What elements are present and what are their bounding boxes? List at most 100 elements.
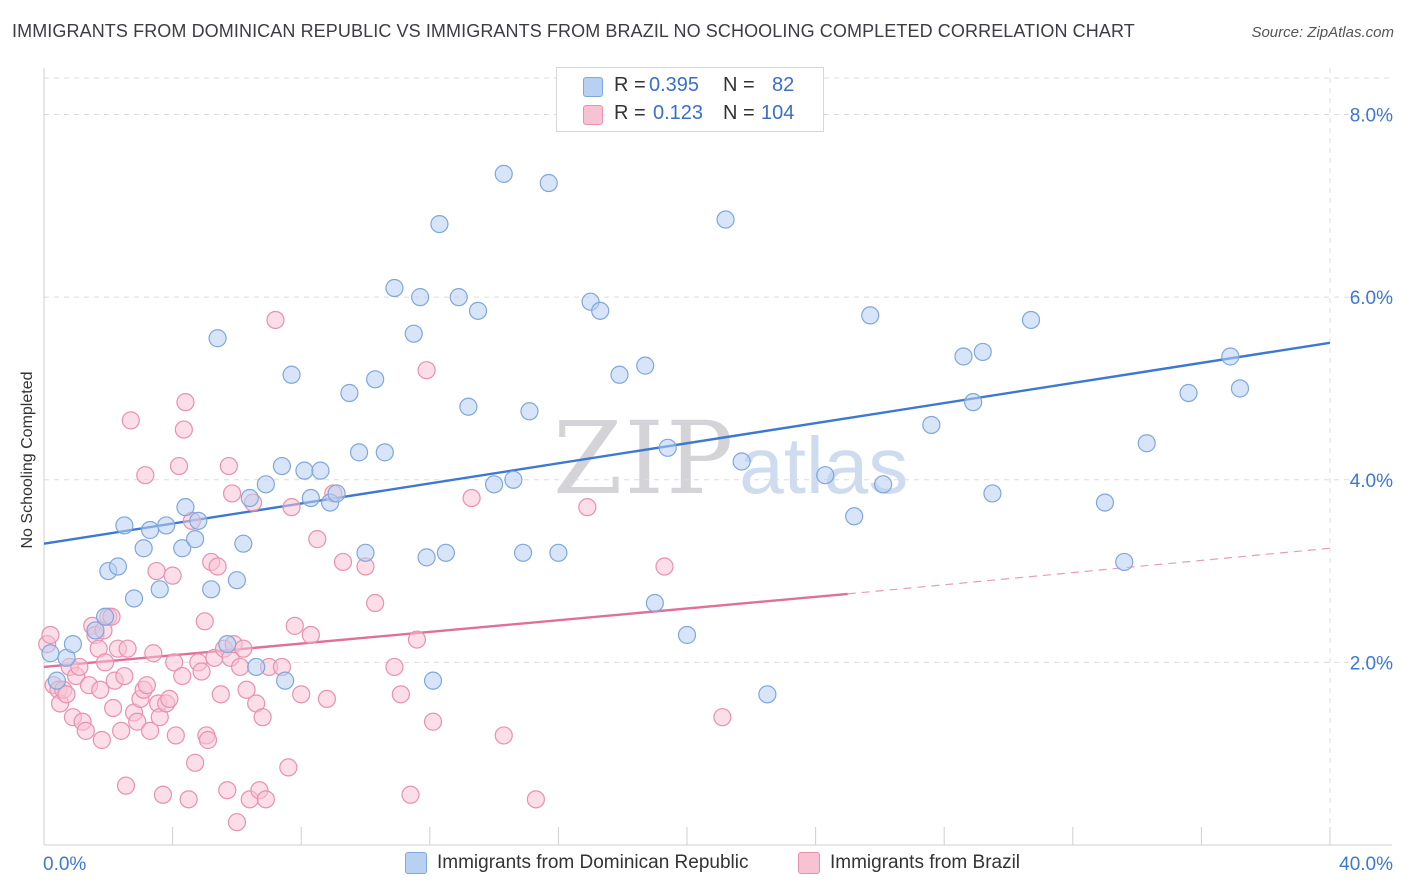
data-point-dominican [366, 370, 385, 389]
legend-n-label: N = [723, 102, 755, 124]
data-point-brazil [186, 753, 205, 772]
data-point-brazil [115, 666, 134, 686]
data-point-brazil [578, 498, 597, 517]
data-point-dominican [189, 511, 208, 530]
data-point-brazil [91, 680, 110, 699]
data-point-dominican [417, 548, 436, 567]
data-point-brazil [285, 616, 304, 635]
data-point-dominican [247, 657, 266, 677]
data-point-dominican [186, 530, 205, 549]
bottom-legend-swatch-brazil [798, 852, 820, 874]
data-point-brazil [41, 625, 60, 645]
data-point-brazil [153, 785, 173, 804]
data-point-brazil [366, 593, 385, 613]
data-point-dominican [227, 571, 246, 590]
trendline-dominican [43, 341, 1331, 545]
legend-swatch-brazil [583, 105, 603, 125]
data-point-dominican [282, 365, 301, 384]
data-point-dominican [1115, 552, 1134, 572]
data-point-dominican [176, 498, 195, 517]
data-point-brazil [256, 790, 275, 809]
data-point-dominican [276, 671, 295, 690]
legend-n-value: 82 [772, 74, 795, 96]
data-point-dominican [1021, 310, 1041, 330]
data-point-dominican [375, 443, 394, 462]
trendline-brazil [43, 592, 848, 669]
chart-title: IMMIGRANTS FROM DOMINICAN REPUBLIC VS IM… [12, 21, 1135, 41]
legend-n-label: N = [723, 74, 755, 96]
data-point-dominican [677, 625, 697, 645]
data-point-brazil [655, 557, 674, 576]
data-point-brazil [237, 680, 256, 699]
data-point-brazil [140, 721, 160, 740]
data-point-dominican [41, 644, 60, 663]
data-point-dominican [610, 365, 629, 384]
trendline-brazil-extension [847, 547, 1331, 595]
legend-r-label: R = [614, 74, 646, 96]
data-point-dominican [340, 383, 359, 403]
data-point-dominican [86, 621, 105, 640]
data-point-dominican [494, 164, 513, 183]
data-point-dominican [504, 470, 523, 489]
legend-r-label: R = [614, 102, 646, 124]
x-tick-label: 0.0% [43, 854, 86, 875]
data-point-dominican [63, 635, 83, 654]
data-point-brazil [219, 456, 238, 476]
data-point-brazil [231, 657, 250, 677]
data-point-dominican [234, 534, 253, 553]
data-point-brazil [494, 726, 513, 745]
data-point-brazil [407, 630, 427, 649]
data-point-brazil [317, 689, 337, 709]
data-point-brazil [417, 361, 436, 380]
data-point-brazil [423, 712, 443, 731]
data-point-brazil [222, 484, 242, 503]
data-point-dominican [134, 539, 153, 558]
data-point-brazil [166, 726, 185, 745]
data-point-dominican [272, 456, 292, 476]
legend-n-value: 104 [761, 102, 795, 124]
data-point-dominican [1095, 493, 1115, 512]
data-point-brazil [163, 566, 182, 585]
data-point-brazil [136, 466, 155, 485]
data-point-brazil [174, 420, 193, 439]
data-point-brazil [95, 653, 115, 672]
data-point-brazil [234, 639, 253, 658]
data-point-brazil [385, 657, 404, 677]
x-tick-label: 40.0% [1339, 854, 1393, 875]
data-point-dominican [732, 452, 751, 471]
data-point-brazil [128, 712, 147, 731]
data-point-brazil [176, 393, 195, 412]
data-point-brazil [266, 310, 285, 330]
data-point-dominican [645, 593, 664, 613]
data-point-brazil [76, 721, 95, 740]
data-point-dominican [404, 324, 423, 343]
data-point-brazil [301, 625, 320, 645]
data-point-dominican [349, 443, 369, 462]
data-point-dominican [115, 516, 134, 535]
bottom-legend-label-brazil: Immigrants from Brazil [830, 852, 1021, 874]
data-point-dominican [954, 347, 973, 366]
data-point-brazil [253, 708, 272, 727]
data-point-dominican [173, 539, 192, 558]
data-point-dominican [140, 520, 160, 540]
data-point-brazil [333, 552, 353, 572]
data-point-dominican [208, 329, 227, 348]
data-point-dominican [157, 516, 176, 535]
data-point-brazil [112, 721, 131, 740]
data-point-dominican [1221, 347, 1240, 366]
data-point-brazil [165, 653, 184, 672]
data-point-dominican [311, 461, 330, 480]
data-point-brazil [192, 662, 211, 681]
data-point-brazil [169, 456, 189, 476]
data-point-brazil [144, 644, 163, 663]
data-point-dominican [1137, 434, 1156, 453]
data-point-dominican [295, 461, 314, 480]
data-point-dominican [327, 484, 346, 503]
data-point-dominican [874, 475, 893, 494]
data-point-dominican [513, 543, 533, 562]
data-point-brazil [526, 790, 545, 809]
data-point-brazil [391, 685, 410, 704]
data-point-brazil [104, 698, 123, 718]
y-tick-label: 2.0% [1350, 653, 1393, 674]
